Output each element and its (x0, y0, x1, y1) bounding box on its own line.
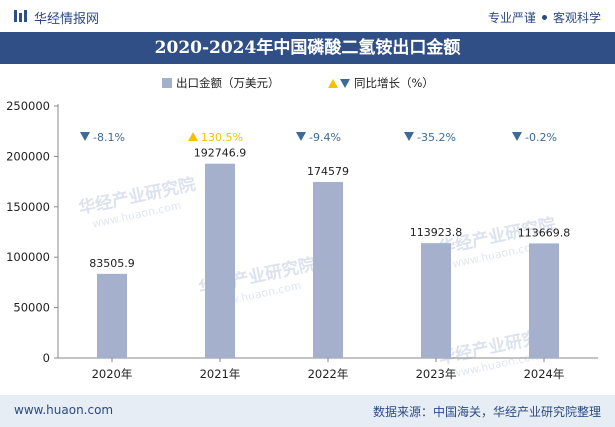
footer: www.huaon.com 数据来源：中国海关，华经产业研究院整理 (0, 395, 615, 427)
legend-down-triangle (340, 79, 350, 88)
bar (421, 243, 451, 358)
legend-label-bar: 出口金额（万美元） (176, 76, 280, 90)
growth-label: -9.4% (309, 131, 341, 144)
legend-swatch-bar (162, 78, 172, 88)
bar-value-label: 113669.8 (518, 226, 571, 239)
footer-website: www.huaon.com (14, 403, 114, 417)
x-tick-label: 2023年 (416, 367, 457, 381)
title-bar: 2020-2024年中国磷酸二氢铵出口金额 (0, 32, 615, 64)
x-tick-label: 2021年 (200, 367, 241, 381)
growth-label: -35.2% (417, 131, 456, 144)
x-tick-label: 2020年 (92, 367, 133, 381)
bar-value-label: 174579 (307, 165, 349, 178)
bar-value-label: 192746.9 (194, 147, 247, 160)
growth-label: 130.5% (201, 131, 243, 144)
top-bar: 华经情报网 专业严谨 客观科学 (0, 0, 615, 32)
growth-down-triangle (404, 132, 414, 141)
growth-label: -8.1% (93, 131, 125, 144)
bar-value-label: 83505.9 (89, 257, 135, 270)
growth-down-triangle (80, 132, 90, 141)
y-tick-label: 200000 (6, 149, 50, 163)
bar-chart: 华经产业研究院www.huaon.com华经产业研究院www.huaon.com… (6, 76, 598, 381)
tagline-separator-dot (541, 15, 547, 20)
bar (205, 163, 235, 358)
y-tick-label: 0 (43, 351, 50, 365)
footer-source: 数据来源：中国海关，华经产业研究院整理 (372, 405, 601, 419)
x-tick-label: 2024年 (524, 367, 565, 381)
growth-up-triangle (188, 132, 198, 141)
tagline: 专业严谨 客观科学 (488, 9, 601, 26)
growth-down-triangle (296, 132, 306, 141)
huajing-logo-icon (14, 10, 27, 22)
chart-title: 2020-2024年中国磷酸二氢铵出口金额 (154, 38, 461, 58)
growth-label: -0.2% (525, 131, 557, 144)
bar (529, 243, 559, 358)
bar-value-label: 113923.8 (410, 226, 463, 239)
legend-up-triangle (328, 79, 338, 88)
legend-label-growth: 同比增长（%） (354, 76, 434, 90)
growth-down-triangle (512, 132, 522, 141)
y-tick-label: 50000 (13, 301, 50, 315)
y-tick-label: 100000 (6, 250, 50, 264)
y-tick-label: 250000 (6, 99, 50, 113)
tagline-left: 专业严谨 (487, 11, 536, 25)
tagline-right: 客观科学 (552, 11, 601, 25)
bar (97, 273, 127, 358)
bar (313, 182, 343, 358)
x-tick-label: 2022年 (308, 367, 349, 381)
site-name: 华经情报网 (34, 12, 100, 27)
y-tick-label: 150000 (6, 200, 50, 214)
